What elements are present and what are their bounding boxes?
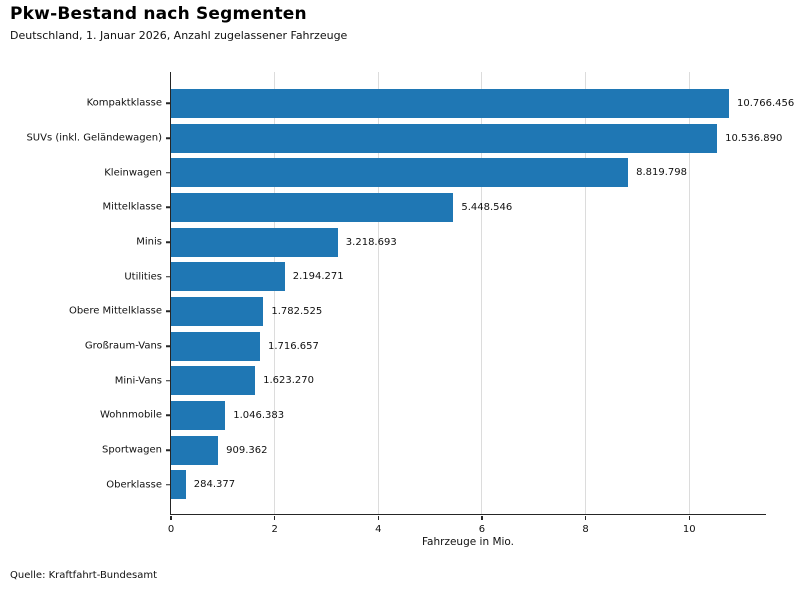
x-tick-mark (688, 516, 690, 520)
bar-3 (171, 192, 454, 222)
value-label: 2.194.271 (292, 271, 344, 283)
bar-row: 5.448.546 (171, 192, 513, 222)
value-label: 1.623.270 (263, 375, 315, 387)
gridline-x-8 (585, 72, 587, 514)
category-label: Kompaktklasse (86, 97, 162, 109)
value-label: 1.716.657 (267, 340, 319, 352)
x-tick-label: 4 (375, 524, 382, 535)
x-tick-label: 8 (582, 524, 589, 535)
x-tick-label: 6 (478, 524, 486, 535)
bar-1 (171, 123, 718, 153)
bar-row: 10.536.890 (171, 123, 783, 153)
bar-row: 1.623.270 (171, 366, 315, 396)
y-tick-mark (166, 241, 170, 243)
bar-row: 909.362 (171, 435, 268, 465)
value-label: 1.046.383 (233, 409, 285, 421)
category-label: Utilities (124, 271, 162, 283)
category-label: Minis (136, 236, 162, 248)
plot-area: 0 2 4 6 8 10 10.766.456 Kompaktklasse 10.536.890… (26, 72, 794, 535)
source-note: Quelle: Kraftfahrt-Bundesamt (10, 570, 157, 581)
category-label: Mittelklasse (102, 201, 162, 213)
bar-row: 3.218.693 (171, 227, 397, 257)
bar-10 (171, 435, 219, 465)
category-label: Obere Mittelklasse (68, 305, 162, 317)
y-tick-mark (166, 275, 170, 278)
category-label: Mini-Vans (114, 375, 162, 387)
y-tick-mark (166, 483, 170, 486)
bar-row: 1.046.383 (171, 400, 285, 430)
bar-6 (171, 296, 264, 326)
y-tick-mark (166, 449, 170, 451)
category-label: Oberklasse (106, 479, 162, 491)
x-tick-label: 10 (682, 524, 696, 535)
bar-8 (171, 366, 256, 396)
x-tick-mark (273, 516, 276, 520)
bar-5 (171, 262, 285, 292)
bar-7 (171, 331, 260, 361)
category-label: Kleinwagen (104, 167, 162, 179)
y-tick-mark (166, 310, 170, 313)
x-tick-label: 0 (167, 524, 175, 535)
chart-title: Pkw-Bestand nach Segmenten (10, 4, 307, 24)
x-tick-mark (170, 516, 172, 520)
y-tick-mark (166, 102, 170, 105)
value-label: 10.766.456 (736, 97, 795, 109)
x-tick-mark (377, 516, 380, 520)
category-label: Sportwagen (102, 444, 162, 456)
bar-11 (171, 470, 186, 500)
value-label: 909.362 (226, 444, 268, 456)
value-label: 5.448.546 (461, 201, 513, 213)
category-label: Wohnmobile (99, 409, 162, 421)
y-tick-mark (166, 414, 170, 417)
value-label: 1.782.525 (271, 305, 323, 317)
bar-row: 8.819.798 (171, 158, 687, 188)
x-tick-mark (584, 516, 587, 520)
y-tick-mark (166, 137, 170, 139)
y-tick-mark (166, 379, 170, 382)
y-tick-mark (166, 345, 170, 347)
value-label: 284.377 (193, 479, 236, 491)
bar-row: 284.377 (171, 470, 236, 500)
bar-0 (171, 88, 729, 118)
gridline-x-6 (481, 72, 483, 514)
gridline-x-10 (688, 72, 690, 514)
x-tick-mark (481, 516, 483, 520)
bar-4 (171, 227, 338, 257)
value-label: 10.536.890 (725, 132, 783, 144)
gridline-x-4 (377, 72, 379, 514)
value-label: 3.218.693 (345, 236, 397, 248)
category-label: Großraum-Vans (84, 340, 162, 352)
bar-row: 1.716.657 (171, 331, 319, 361)
chart-subtitle: Deutschland, 1. Januar 2026, Anzahl zuge… (10, 29, 348, 42)
bar-row: 10.766.456 (171, 88, 795, 118)
bar-9 (171, 400, 226, 430)
y-tick-mark (166, 171, 170, 174)
gridline-x-2 (274, 72, 276, 514)
bar-2 (171, 158, 629, 188)
bar-row: 1.782.525 (171, 296, 323, 326)
x-axis-label: Fahrzeuge in Mio. (421, 536, 515, 548)
value-label: 8.819.798 (636, 167, 687, 179)
bar-row: 2.194.271 (171, 262, 344, 292)
y-tick-mark (166, 206, 170, 209)
x-tick-label: 2 (271, 524, 278, 535)
category-label: SUVs (inkl. Geländewagen) (26, 132, 162, 144)
